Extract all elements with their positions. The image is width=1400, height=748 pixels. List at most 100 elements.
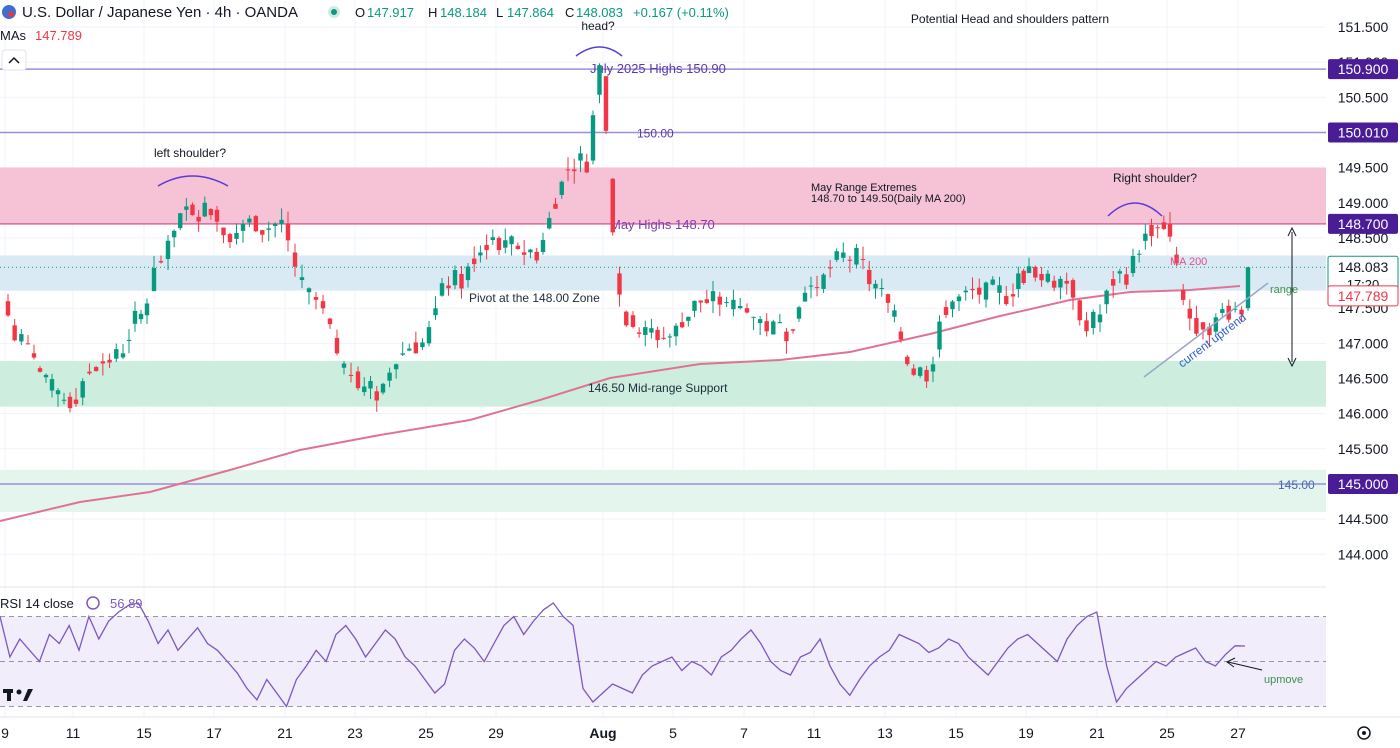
x-tick-label: 11 xyxy=(807,725,822,741)
candle-body xyxy=(771,321,776,335)
candle-body xyxy=(496,237,502,251)
candle-body xyxy=(1039,274,1044,281)
candle-body xyxy=(37,368,43,372)
levels: July 2025 Highs 150.90 150.00 May Highs 14… xyxy=(0,61,1326,492)
candle-body xyxy=(465,266,471,281)
candle-body xyxy=(73,399,79,404)
candle-body xyxy=(1051,280,1057,288)
candle-body xyxy=(1174,254,1179,263)
candle-body xyxy=(484,244,489,251)
header: U.S. Dollar / Japanese Yen · 4h · OANDA … xyxy=(0,4,1109,71)
x-tick-label: 29 xyxy=(488,725,504,741)
candle-body xyxy=(814,287,820,289)
upmove-arrow xyxy=(1227,661,1263,671)
candle-body xyxy=(930,364,936,372)
candle-body xyxy=(490,237,495,241)
y-tick-label: 145.500 xyxy=(1338,441,1389,457)
candle-body xyxy=(214,209,220,222)
candle-body xyxy=(937,321,942,350)
candle-body xyxy=(87,371,92,374)
ohlc-open-label: O xyxy=(355,5,365,20)
ohlc-high-label: H xyxy=(428,5,437,20)
x-tick-label: 21 xyxy=(1089,725,1105,741)
y-tick-label: 147.000 xyxy=(1338,335,1389,351)
y-tick-label: 150.500 xyxy=(1338,89,1389,105)
candle-body xyxy=(221,227,226,236)
candle-body xyxy=(1117,271,1122,274)
x-tick-label: 25 xyxy=(418,725,434,741)
candle-body xyxy=(911,368,916,375)
rsi-line[interactable] xyxy=(0,602,1246,708)
candle-body xyxy=(306,288,312,293)
candle-body xyxy=(165,240,171,259)
candle-body xyxy=(439,283,445,296)
rsi-label[interactable]: RSI 14 close xyxy=(0,596,74,611)
jp-flag-dot xyxy=(8,11,14,17)
collapse-button[interactable] xyxy=(1,49,27,71)
candle-body xyxy=(590,115,596,161)
candle-body xyxy=(924,369,929,382)
ma-badge xyxy=(1327,285,1399,307)
x-tick-label: 25 xyxy=(1159,725,1175,741)
level-label-2: May Highs 148.70 xyxy=(610,217,715,232)
candle-body xyxy=(731,299,736,310)
candle-body xyxy=(963,290,968,293)
x-tick-label: Aug xyxy=(589,725,616,741)
candle-body xyxy=(1124,274,1129,285)
candle-body xyxy=(704,299,710,303)
uptrend-line[interactable] xyxy=(1143,282,1269,378)
candle-body xyxy=(744,308,750,313)
candle-body xyxy=(528,249,533,253)
left-shoulder-label: left shoulder? xyxy=(154,146,226,160)
x-tick-label: 19 xyxy=(1018,725,1034,741)
candle-body xyxy=(1130,255,1136,274)
ma-200-line[interactable] xyxy=(0,285,1241,522)
candle-body xyxy=(299,277,305,281)
x-tick-label: 21 xyxy=(277,725,293,741)
x-tick-label: 7 xyxy=(740,725,748,741)
candle-body xyxy=(630,315,636,327)
mas-label[interactable]: MAs xyxy=(0,28,27,43)
candle-body xyxy=(917,367,923,376)
candle-body xyxy=(279,219,284,224)
candle-body xyxy=(751,316,756,318)
zone-label-may-range-2: 148.70 to 149.50(Daily MA 200) xyxy=(811,193,966,205)
candle-body xyxy=(1181,290,1186,300)
candle-body xyxy=(624,311,629,326)
candle-body xyxy=(649,328,654,333)
candle-body xyxy=(956,296,962,302)
zone-0 xyxy=(0,167,1326,224)
gear-icon[interactable] xyxy=(1357,726,1371,740)
price-change: +0.167 (+0.11%) xyxy=(633,5,729,20)
candle-body xyxy=(821,274,826,289)
price-axis[interactable]: 151.500151.000150.500150.000149.500149.0… xyxy=(1326,0,1400,717)
candle-body xyxy=(636,332,642,334)
candle-body xyxy=(1004,296,1009,305)
tradingview-logo[interactable] xyxy=(3,689,33,701)
level-badge-text-1: 150.010 xyxy=(1338,124,1389,140)
level-badge-0 xyxy=(1328,59,1398,80)
x-tick-label: 9 xyxy=(1,725,9,741)
candle-body xyxy=(260,230,265,235)
candle-body xyxy=(247,218,252,223)
candle-body xyxy=(879,287,884,289)
candle-body xyxy=(80,381,85,398)
candle-body xyxy=(834,251,839,260)
candle-body xyxy=(446,285,451,289)
right-shoulder-label: Right shoulder? xyxy=(1113,171,1197,185)
upmove-arrow-head xyxy=(1226,657,1236,668)
candle-body xyxy=(292,252,298,267)
time-axis[interactable]: 9 11 15 17 21 23 25 29 Aug 5 7 11 13 15 19 21 25 27 xyxy=(0,716,1400,741)
candle-body xyxy=(617,273,622,295)
symbol-title[interactable]: U.S. Dollar / Japanese Yen · 4h · OANDA xyxy=(22,4,298,21)
candle-body xyxy=(1220,309,1225,313)
rsi-refresh-icon[interactable] xyxy=(86,596,100,610)
head-label: head? xyxy=(581,19,615,33)
candle-body xyxy=(459,273,464,289)
y-tick-label: 151.500 xyxy=(1338,19,1389,35)
candle-body xyxy=(420,342,425,348)
chevron-up-icon xyxy=(8,56,20,64)
candle-body xyxy=(764,321,769,332)
candle-body xyxy=(1026,266,1032,274)
